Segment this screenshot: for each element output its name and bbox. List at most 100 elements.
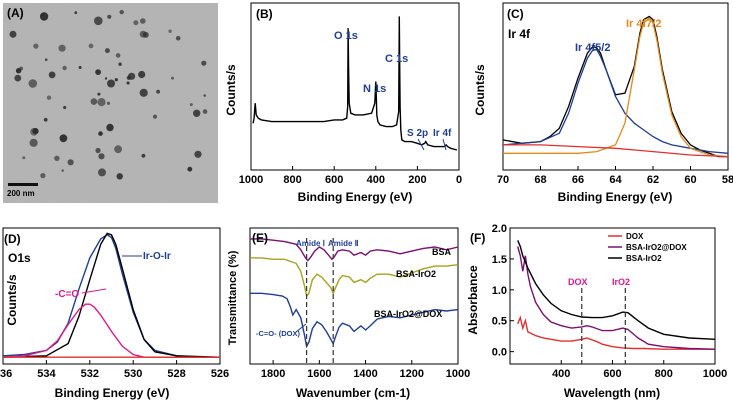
- panel-e-frame: [249, 227, 459, 365]
- x-tick-label: 200: [408, 174, 426, 186]
- panel-c-x-label: Binding Energy (eV): [558, 190, 673, 204]
- peak-label-iro2: IrO2: [612, 277, 630, 287]
- tem-particle: [114, 78, 118, 82]
- tem-particle: [194, 150, 202, 158]
- peak-label-ir4f52: Ir 4f5/2: [575, 42, 610, 54]
- tem-particle: [63, 105, 67, 110]
- legend-label-dox: DOX: [626, 232, 644, 241]
- tem-particle: [29, 138, 38, 147]
- peak-label-dox: DOX: [568, 277, 588, 287]
- x-tick-label: 1000: [239, 174, 263, 186]
- tem-particle: [59, 134, 68, 143]
- panel-f-letter: (F): [470, 231, 485, 245]
- tem-particle: [97, 92, 101, 96]
- tem-particle: [40, 173, 46, 179]
- series-label-bsa-iro2-dox: BSA-IrO2@DOX: [374, 309, 442, 319]
- x-tick-label: 600: [325, 174, 343, 186]
- x-tick-label: 60: [684, 174, 696, 186]
- curve-ir-o-ir: [2, 232, 221, 358]
- tem-particle: [54, 155, 60, 161]
- tem-particle: [95, 147, 101, 154]
- y-tick-label: 1.5: [492, 254, 507, 266]
- tem-particle: [61, 169, 64, 172]
- tem-particle: [104, 48, 110, 54]
- panel-b: 1000 800 600 400 200 0 (B) Counts/s Binding E…: [224, 2, 462, 204]
- panel-e-letter: (E): [252, 231, 268, 245]
- curve-raw: [502, 15, 728, 158]
- co-arrow: [81, 288, 107, 294]
- panel-d-frame: [2, 227, 221, 365]
- panel-e-curves: [250, 238, 459, 349]
- curve-bsa-iro2-dox: [517, 246, 716, 350]
- panel-d-title: O1s: [8, 251, 31, 265]
- x-tick-label: 1000: [446, 368, 470, 380]
- curve-dox: [517, 315, 715, 350]
- panel-c-title: Ir 4f: [508, 27, 531, 41]
- panel-f: 400 600 800 1000 0.0 0.5 1.0 1.5 2.0 (F) Absorba…: [466, 223, 727, 400]
- tem-particle: [126, 81, 130, 85]
- tem-particle: [44, 58, 48, 61]
- x-tick-label: 62: [647, 174, 659, 186]
- x-tick-label: 800: [655, 368, 673, 380]
- tem-particle: [168, 29, 172, 33]
- tem-particle: [201, 60, 207, 66]
- panel-b-letter: (B): [256, 7, 273, 21]
- tem-particle: [58, 44, 66, 52]
- x-tick-label: 528: [167, 368, 185, 380]
- x-tick-label: 1200: [400, 368, 424, 380]
- panel-f-axis-ticks: 400 600 800 1000 0.0 0.5 1.0 1.5 2.0: [492, 223, 728, 380]
- tem-particle: [114, 145, 122, 154]
- tem-particle: [133, 20, 139, 26]
- tem-particle: [202, 109, 208, 114]
- tem-particle: [94, 16, 103, 26]
- x-tick-label: 530: [124, 368, 142, 380]
- panel-c: 70 68 66 64 62 60 58 (C) Ir 4f Counts/s Bindin…: [473, 2, 733, 204]
- x-tick-label: 800: [283, 174, 301, 186]
- tem-particle: [140, 18, 146, 24]
- tem-particle: [139, 30, 147, 38]
- tem-particle: [189, 103, 193, 107]
- tem-particle: [28, 79, 38, 88]
- panel-a-letter: (A): [7, 6, 24, 20]
- panel-b-x-label: Binding Energy (eV): [298, 190, 413, 204]
- x-tick-label: 68: [534, 174, 546, 186]
- scale-bar: [8, 183, 38, 186]
- x-tick-label: 66: [572, 174, 584, 186]
- peak-label-c1s: C 1s: [385, 53, 408, 65]
- peak-label-iroir: Ir-O-Ir: [143, 251, 171, 262]
- x-tick-label: 600: [603, 368, 621, 380]
- tem-particle: [116, 173, 123, 180]
- tem-particle: [46, 95, 52, 100]
- tem-particle: [98, 131, 103, 136]
- tem-particle: [193, 109, 201, 118]
- panel-f-legend: DOX BSA-IrO2@DOX BSA-IrO2: [608, 232, 687, 263]
- scale-bar-label: 200 nm: [7, 189, 35, 198]
- tem-particle: [156, 89, 161, 94]
- panel-b-y-label: Counts/s: [224, 64, 238, 116]
- tem-particle: [41, 12, 45, 16]
- tem-particle: [33, 43, 39, 49]
- tem-particle: [39, 12, 49, 21]
- tem-particle: [15, 68, 22, 74]
- panel-b-frame: [250, 2, 460, 171]
- peak-label-ir4f: Ir 4f: [433, 128, 452, 139]
- tem-particle: [98, 153, 105, 160]
- tem-particle: [115, 53, 121, 58]
- x-tick-label: 1800: [261, 368, 285, 380]
- curve-bsa: [250, 238, 459, 262]
- panel-f-x-label: Wavelength (nm): [564, 386, 660, 400]
- panel-e-x-ticks: 1800 1600 1400 1200 1000: [261, 360, 470, 380]
- panel-d-letter: (D): [4, 232, 21, 246]
- panel-c-curves: [502, 15, 729, 158]
- tem-particle: [141, 153, 146, 158]
- peak-label-co: -C=O: [55, 289, 79, 300]
- tem-particle: [106, 123, 114, 132]
- peak-label-ir4f72: Ir 4f7/2: [626, 18, 661, 30]
- y-tick-label: 0.5: [492, 316, 507, 328]
- x-tick-label: 534: [37, 368, 56, 380]
- tem-particle: [9, 30, 17, 38]
- y-tick-label: 1.0: [492, 285, 507, 297]
- curve-ir-4f5-2: [502, 49, 729, 154]
- tem-particle: [95, 69, 101, 75]
- tem-particle: [14, 74, 22, 82]
